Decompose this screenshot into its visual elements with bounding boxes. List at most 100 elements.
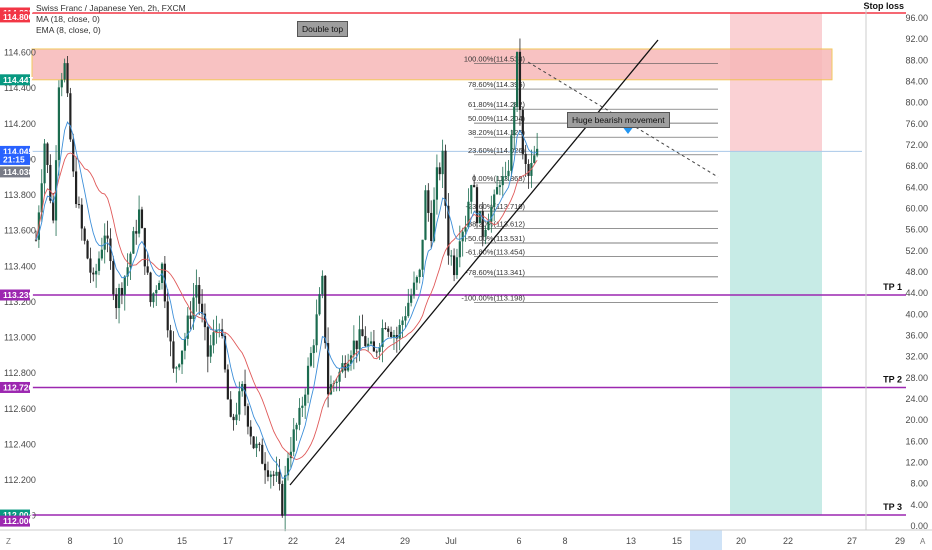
right-axis-tick: 0.00: [910, 521, 928, 531]
price-tag-label: 114.800: [3, 12, 34, 22]
candle-body: [455, 257, 459, 276]
candle-body: [309, 353, 313, 366]
left-axis-tick: 112.600: [4, 404, 36, 414]
candle-body: [298, 407, 301, 425]
candle-body: [510, 135, 513, 171]
candle-body: [109, 238, 112, 262]
timezone-toggle[interactable]: Z: [6, 537, 11, 546]
candle-body: [504, 176, 507, 178]
candle-body: [447, 205, 450, 256]
take-profit-zone: [730, 151, 822, 516]
double-top-callout[interactable]: Double top: [297, 21, 349, 37]
candle-body: [484, 229, 487, 237]
candle-body: [261, 444, 264, 464]
left-axis-tick: 114.200: [4, 119, 36, 129]
price-tag-label: 112.004: [3, 510, 34, 520]
candle-body: [100, 249, 103, 259]
fib-label: 0.00%(113.868): [472, 174, 525, 183]
candle-body: [384, 327, 387, 329]
x-axis-tick: 8: [67, 536, 72, 546]
candle-body: [381, 327, 384, 348]
candle-body: [415, 277, 418, 283]
candle-body: [103, 235, 106, 250]
candle-body: [126, 267, 129, 277]
arrow-down-icon: [622, 126, 634, 134]
candle-body: [192, 297, 195, 319]
candle-body: [135, 231, 138, 234]
candle-body: [269, 474, 272, 477]
legend-symbol[interactable]: Swiss Franc / Japanese Yen, 2h, FXCM: [36, 3, 186, 13]
right-axis-tick: 80.00: [905, 98, 928, 108]
candle-body: [450, 255, 453, 257]
candle-body: [80, 204, 83, 229]
left-axis-tick: 112.200: [4, 475, 36, 485]
candle-body: [452, 255, 456, 276]
candle-body: [389, 331, 393, 337]
candle-body: [235, 414, 238, 421]
fib-label: 100.00%(114.538): [464, 55, 526, 64]
candle-body: [189, 315, 192, 319]
x-axis-tick: 17: [223, 536, 233, 546]
auto-scale-toggle[interactable]: A: [920, 537, 926, 546]
candle-body: [424, 190, 427, 240]
projection-dashed-line: [527, 61, 719, 178]
candle-body: [321, 275, 324, 295]
stop-loss-label: Stop loss: [863, 1, 904, 11]
left-axis-tick: 113.400: [4, 261, 36, 271]
candle-body: [358, 329, 361, 350]
price-tag-label: 114.038: [3, 167, 34, 177]
candle-body: [515, 51, 519, 107]
candle-body: [215, 329, 218, 333]
candle-body: [229, 399, 232, 417]
candle-body: [175, 367, 178, 369]
candle-body: [169, 330, 172, 342]
price-tag-label: 21:15: [3, 154, 25, 164]
candle-body: [513, 106, 516, 136]
legend-ma[interactable]: MA (18, close, 0): [36, 14, 100, 24]
right-axis-tick: 40.00: [905, 309, 928, 319]
candle-body: [232, 416, 235, 421]
fib-label: -78.60%(113.341): [466, 268, 526, 277]
x-axis-tick: 10: [113, 536, 123, 546]
candle-body: [129, 253, 132, 268]
candle-body: [352, 340, 355, 356]
right-axis-tick: 32.00: [905, 352, 928, 362]
left-axis-tick: 113.600: [4, 226, 36, 236]
candle-body: [430, 212, 433, 242]
candle-body: [74, 171, 78, 205]
right-axis-tick: 52.00: [905, 246, 928, 256]
candle-body: [524, 153, 527, 164]
price-tag: [0, 381, 30, 393]
legend-ema[interactable]: EMA (8, close, 0): [36, 25, 101, 35]
right-axis-tick: 96.00: [905, 13, 928, 23]
candle-body: [458, 241, 461, 258]
candle-body: [395, 335, 398, 339]
candle-body: [140, 209, 144, 229]
right-axis-tick: 24.00: [905, 394, 928, 404]
candle-body: [166, 301, 169, 331]
bearish-callout[interactable]: Huge bearish movement: [567, 112, 670, 128]
candle-body: [410, 295, 413, 303]
candle-body: [186, 315, 189, 339]
candle-body: [432, 199, 436, 242]
candle-body: [149, 272, 152, 303]
candle-body: [83, 228, 86, 241]
candle-body: [495, 187, 499, 195]
candle-body: [263, 463, 267, 471]
candle-body: [444, 150, 447, 206]
price-tag: [0, 289, 30, 301]
price-tag: [0, 153, 30, 165]
candle-body: [281, 483, 284, 516]
candle-body: [367, 343, 370, 347]
candle-body: [329, 384, 333, 395]
candle-body: [387, 328, 390, 332]
right-axis-tick: 28.00: [905, 373, 928, 383]
candle-body: [335, 381, 338, 383]
x-axis-tick: 15: [672, 536, 682, 546]
indicators-layer: [35, 121, 538, 479]
candle-body: [238, 391, 241, 415]
candle-body: [255, 443, 258, 449]
candle-body: [223, 336, 227, 370]
candle-body: [533, 155, 536, 163]
candle-body: [46, 143, 49, 165]
